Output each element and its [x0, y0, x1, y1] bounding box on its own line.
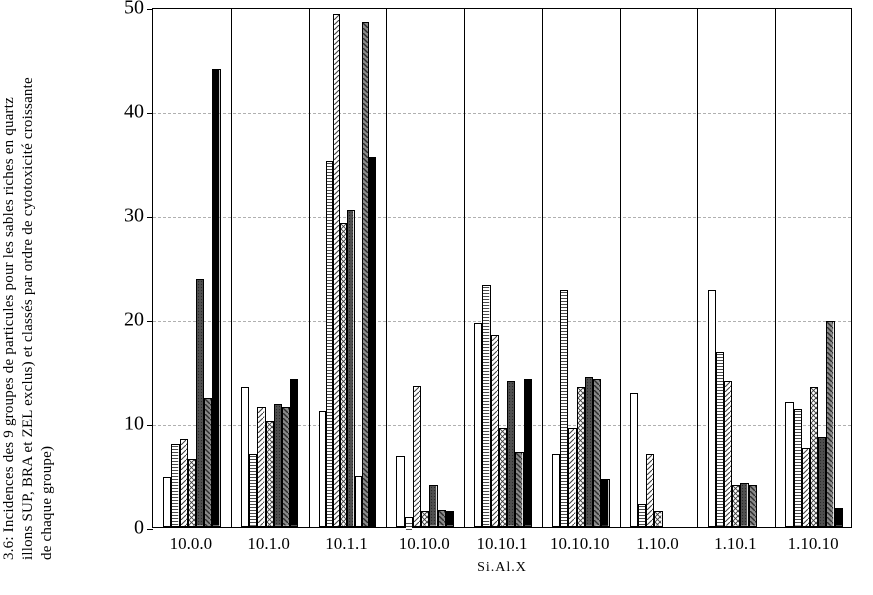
bar — [196, 279, 204, 527]
bar — [708, 290, 716, 527]
bar — [802, 448, 810, 527]
bar — [515, 452, 523, 527]
bar — [274, 404, 282, 527]
bar — [212, 69, 220, 527]
x-tick-label: 10.1.0 — [247, 534, 290, 554]
bar — [507, 381, 515, 527]
bar — [362, 22, 369, 527]
bar — [163, 477, 171, 527]
bar — [732, 485, 740, 527]
page-root: { "caption": { "line1": "3.6: Incidences… — [0, 0, 873, 595]
bar — [552, 454, 560, 527]
bar — [585, 377, 593, 527]
bar — [482, 285, 490, 527]
x-tick-label: 10.10.0 — [399, 534, 450, 554]
x-tick-label: 1.10.1 — [714, 534, 757, 554]
group-divider — [620, 9, 621, 527]
bar — [716, 352, 724, 527]
bar — [396, 456, 404, 527]
x-tick-label: 1.10.10 — [788, 534, 839, 554]
group-divider — [775, 9, 776, 527]
y-tick — [147, 9, 153, 10]
bar — [794, 409, 802, 527]
bar — [326, 161, 333, 527]
bar — [724, 381, 732, 527]
plot-area — [152, 8, 852, 528]
bar — [749, 485, 757, 527]
bar — [638, 504, 646, 527]
bar — [601, 479, 609, 527]
y-axis-labels: 0 10 20 30 40 50 — [100, 0, 148, 595]
group-divider — [386, 9, 387, 527]
bar — [319, 411, 326, 527]
figure-caption: 3.6: Incidences des 9 groupes de particu… — [0, 0, 56, 560]
caption-line-1: 3.6: Incidences des 9 groupes de particu… — [0, 0, 19, 560]
group-divider — [697, 9, 698, 527]
bar — [646, 454, 654, 527]
bar — [421, 511, 429, 527]
chart: 01020304050 10.0.010.1.010.1.110.10.010.… — [100, 0, 860, 595]
bar — [568, 428, 576, 527]
bar — [446, 511, 454, 527]
grid-line — [153, 113, 851, 114]
bar — [785, 402, 793, 527]
group-divider — [309, 9, 310, 527]
bar — [266, 421, 274, 527]
caption-line-2: illons SUP, BRA et ZEL exclus) et classé… — [19, 0, 38, 560]
bar — [347, 210, 354, 527]
bar — [810, 387, 818, 527]
bar — [241, 387, 249, 527]
bar — [340, 223, 347, 527]
bar — [171, 444, 179, 527]
y-tick-label: 10 — [124, 413, 144, 436]
bar — [180, 439, 188, 527]
y-tick-label: 30 — [124, 205, 144, 228]
y-tick-label: 50 — [124, 0, 144, 20]
bar — [826, 321, 834, 527]
y-tick-label: 40 — [124, 101, 144, 124]
group-divider — [542, 9, 543, 527]
grid-line — [153, 321, 851, 322]
bar — [630, 393, 638, 527]
bar — [413, 386, 421, 527]
bar — [474, 323, 482, 527]
x-axis-title: Si.Al.X — [152, 560, 852, 576]
group-divider — [464, 9, 465, 527]
bar — [577, 387, 585, 527]
bar — [249, 454, 257, 527]
grid-line — [153, 217, 851, 218]
bar — [740, 483, 748, 527]
bar — [405, 517, 413, 527]
group-divider — [231, 9, 232, 527]
bar — [355, 476, 362, 527]
y-tick-label: 20 — [124, 309, 144, 332]
bar — [204, 398, 212, 527]
x-axis-labels: 10.0.0 10.1.0 10.1.1 10.10.0 10.10.1 10.10.10… — [152, 534, 852, 558]
bar — [257, 407, 265, 527]
bar — [429, 485, 437, 527]
bar — [593, 379, 601, 527]
x-tick-label: 1.10.0 — [636, 534, 679, 554]
x-tick-label: 10.10.1 — [477, 534, 528, 554]
x-tick-label: 10.10.10 — [550, 534, 610, 554]
caption-line-3: de chaque groupe) — [38, 0, 57, 560]
bar — [818, 437, 826, 527]
bar — [188, 459, 196, 527]
bar — [499, 428, 507, 527]
bar — [290, 379, 298, 527]
bar — [369, 157, 376, 527]
bar — [835, 508, 843, 527]
bar — [654, 511, 662, 527]
bar — [491, 335, 499, 527]
bar — [560, 290, 568, 527]
bar — [282, 407, 290, 527]
bar — [333, 14, 340, 527]
x-tick-label: 10.1.1 — [325, 534, 368, 554]
x-axis-title-text: Si.Al.X — [477, 560, 527, 575]
x-tick-label: 10.0.0 — [170, 534, 213, 554]
bar — [438, 510, 446, 527]
y-tick — [147, 529, 153, 530]
bar — [524, 379, 532, 527]
y-tick-label: 0 — [134, 517, 144, 540]
